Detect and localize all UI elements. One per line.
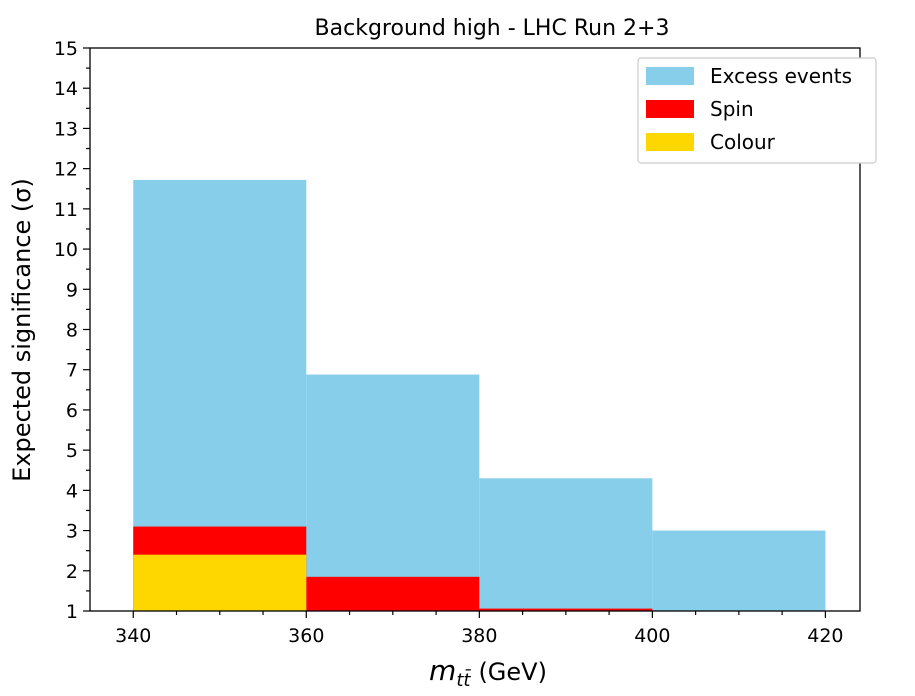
y-tick-label: 10 <box>54 239 78 261</box>
legend-swatch-excess-events <box>646 67 694 85</box>
x-axis-label-var: m <box>429 654 456 687</box>
bar-colour-340 <box>133 554 307 611</box>
y-tick-label: 11 <box>54 199 78 221</box>
plot-frame <box>89 47 861 612</box>
y-tick-label: 8 <box>66 320 78 342</box>
x-axis-label-unit: (GeV) <box>478 658 547 686</box>
legend-box <box>637 57 877 164</box>
bar-excess-events-400 <box>652 530 826 611</box>
bar-spin-360 <box>306 576 480 611</box>
x-axis-ticks: 340 360 380 400 420 <box>115 611 844 647</box>
y-tick-label: 7 <box>66 360 78 382</box>
y-axis-label: Expected significance (σ) <box>8 178 36 482</box>
legend-label-colour: Colour <box>710 130 776 154</box>
legend: Excess events Spin Colour <box>637 57 877 164</box>
chart-title: Background high - LHC Run 2+3 <box>315 16 670 41</box>
y-tick-label: 2 <box>66 561 78 583</box>
y-tick-label: 4 <box>66 480 78 502</box>
legend-swatch-colour <box>646 133 694 151</box>
x-tick-label: 360 <box>288 625 324 647</box>
y-tick-label: 6 <box>66 400 78 422</box>
y-tick-label: 13 <box>54 118 78 140</box>
y-tick-label: 1 <box>66 601 78 623</box>
x-axis-label-sub: tt̄ <box>456 669 471 691</box>
x-tick-label: 380 <box>461 625 497 647</box>
bar-excess-events-360 <box>306 374 480 611</box>
x-axis-label: mtt̄ (GeV) <box>429 654 547 691</box>
y-tick-label: 9 <box>66 279 78 301</box>
y-tick-label: 12 <box>54 159 78 181</box>
legend-items: Excess events Spin Colour <box>646 64 852 154</box>
y-tick-label: 3 <box>66 521 78 543</box>
legend-label-spin: Spin <box>710 97 754 121</box>
y-tick-label: 5 <box>66 440 78 462</box>
bars-layer <box>133 179 826 611</box>
bar-excess-events-380 <box>479 478 653 611</box>
x-tick-label: 340 <box>115 625 151 647</box>
bar-spin-380 <box>479 608 653 611</box>
legend-swatch-spin <box>646 100 694 118</box>
legend-label-excess-events: Excess events <box>710 64 852 88</box>
y-tick-label: 15 <box>54 38 78 60</box>
y-tick-label: 14 <box>54 78 78 100</box>
x-tick-label: 420 <box>807 625 843 647</box>
x-tick-label: 400 <box>634 625 670 647</box>
